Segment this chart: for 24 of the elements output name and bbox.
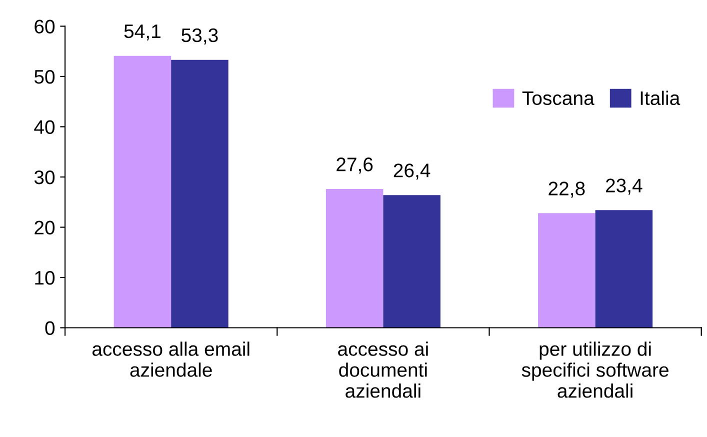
x-tick-label: accesso ai documenti aziendali: [338, 342, 428, 398]
y-tick-label: 10: [35, 270, 55, 285]
y-tick-label: 60: [34, 20, 55, 34]
legend-label: Toscana: [522, 91, 594, 106]
bar: [114, 56, 172, 328]
bar: [326, 189, 384, 328]
legend-label: Italia: [640, 90, 680, 106]
data-label: 22,8: [548, 182, 585, 198]
data-label: 23,4: [606, 178, 642, 195]
bar: [171, 60, 228, 328]
bar: [595, 210, 653, 328]
data-label: 54,1: [124, 24, 160, 40]
data-label: 53,3: [182, 28, 218, 44]
x-tick-label: per utilizzo di specifici software aziendali: [522, 342, 668, 398]
y-tick-label: 50: [34, 70, 55, 84]
y-tick-label: 40: [34, 120, 55, 134]
y-tick-label: 30: [34, 170, 55, 184]
y-tick-label: 0: [45, 321, 55, 335]
x-tick-label: accesso alla email aziendale: [92, 342, 250, 377]
bar: [383, 195, 440, 328]
data-label: 26,4: [394, 164, 430, 180]
bar: [538, 213, 596, 328]
data-label: 27,6: [336, 158, 373, 174]
y-tick-label: 20: [34, 220, 55, 234]
